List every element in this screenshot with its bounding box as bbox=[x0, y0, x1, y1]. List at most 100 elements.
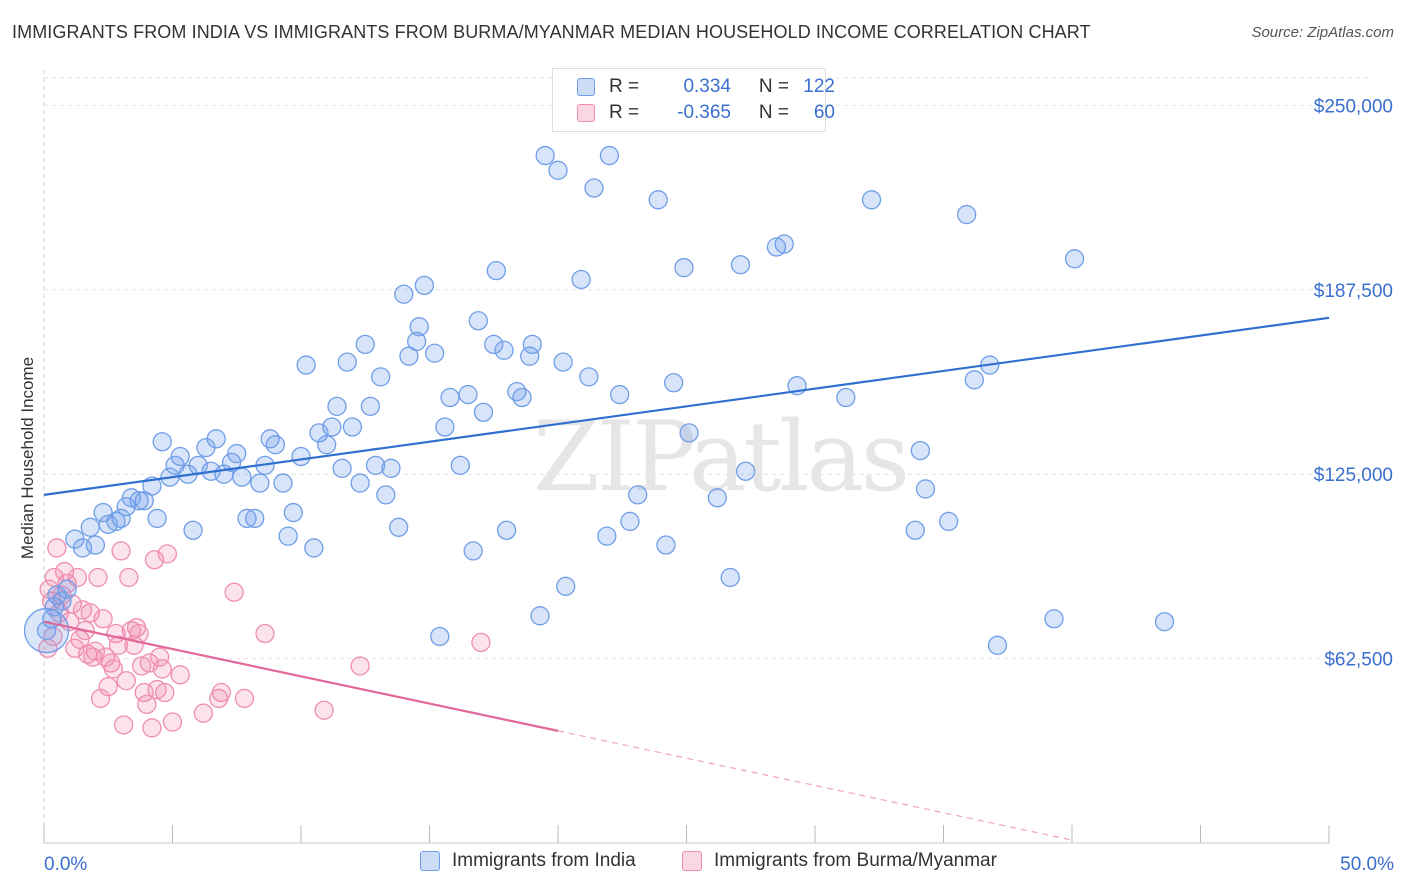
india-point bbox=[317, 435, 337, 455]
burma-point bbox=[116, 671, 136, 691]
india-point bbox=[365, 455, 386, 476]
x-tick-label-max: 50.0% bbox=[1340, 854, 1394, 875]
burma-point bbox=[90, 688, 111, 709]
india-point bbox=[206, 429, 226, 449]
india-point bbox=[458, 384, 478, 405]
burma-point bbox=[88, 567, 108, 588]
burma-trend-line bbox=[43, 620, 559, 732]
burma-point bbox=[147, 679, 167, 700]
burma-point bbox=[47, 538, 67, 558]
india-point bbox=[245, 508, 265, 529]
india-point bbox=[147, 508, 167, 529]
india-point bbox=[584, 178, 604, 198]
india-point bbox=[730, 255, 751, 275]
india-point bbox=[106, 511, 126, 532]
india-point bbox=[720, 567, 740, 588]
burma-point bbox=[103, 659, 124, 679]
india-point bbox=[520, 346, 540, 366]
india-point bbox=[522, 334, 542, 355]
india-point bbox=[237, 508, 257, 529]
india-point bbox=[956, 204, 977, 225]
india-legend-swatch bbox=[420, 851, 440, 871]
india-point bbox=[394, 284, 414, 304]
india-point bbox=[905, 520, 925, 540]
burma-point bbox=[137, 694, 157, 714]
burma-point bbox=[98, 676, 118, 697]
india-point bbox=[579, 367, 599, 387]
burma-point bbox=[114, 715, 134, 735]
india-point bbox=[430, 626, 450, 647]
burma-point bbox=[155, 682, 175, 703]
india-point bbox=[507, 381, 527, 402]
burma-point bbox=[132, 656, 152, 676]
india-point bbox=[1044, 609, 1064, 629]
india-point bbox=[599, 145, 620, 166]
burma-point bbox=[209, 688, 229, 709]
chart-title: IMMIGRANTS FROM INDIA VS IMMIGRANTS FROM… bbox=[12, 22, 1091, 42]
trend-lines bbox=[43, 316, 1330, 841]
burma-point bbox=[234, 688, 255, 709]
stats-legend-row-india: R = 0.334 N = 122 bbox=[577, 75, 835, 99]
india-point bbox=[183, 520, 203, 540]
india-point bbox=[1064, 249, 1085, 269]
n-value: 122 bbox=[803, 76, 835, 97]
india-point bbox=[350, 473, 370, 493]
burma-point bbox=[224, 582, 244, 602]
burma-point bbox=[85, 641, 106, 661]
burma-legend-swatch bbox=[682, 851, 702, 871]
india-point bbox=[322, 417, 342, 437]
india-point bbox=[435, 417, 455, 437]
legend-item-india: Immigrants from India bbox=[420, 850, 636, 872]
india-point bbox=[342, 417, 363, 437]
india-point bbox=[57, 579, 77, 599]
india-point bbox=[486, 260, 506, 281]
india-point bbox=[296, 355, 316, 375]
india-point bbox=[355, 334, 375, 355]
india-point bbox=[774, 234, 794, 254]
series-burma-points bbox=[38, 538, 491, 738]
burma-trend-extension bbox=[557, 730, 1073, 841]
india-point bbox=[227, 443, 247, 464]
india-point bbox=[707, 488, 727, 508]
india-point bbox=[327, 396, 347, 416]
india-point bbox=[861, 190, 882, 210]
india-point bbox=[656, 535, 676, 555]
stats-legend-row-burma: R = -0.365 N = 60 bbox=[577, 101, 835, 125]
india-point bbox=[414, 275, 435, 296]
burma-point bbox=[149, 647, 170, 667]
burma-point bbox=[72, 600, 93, 620]
india-point bbox=[915, 479, 936, 499]
india-point bbox=[440, 387, 460, 408]
india-point bbox=[450, 455, 470, 476]
india-point bbox=[484, 334, 504, 355]
india-point bbox=[221, 452, 242, 473]
india-point bbox=[381, 458, 401, 478]
india-point bbox=[424, 343, 445, 363]
series-legend: Immigrants from India Immigrants from Bu… bbox=[0, 850, 1406, 880]
india-point bbox=[468, 311, 488, 331]
burma-point bbox=[170, 665, 190, 685]
y-tick-label: $62,500 bbox=[1324, 650, 1393, 671]
india-point bbox=[938, 511, 959, 532]
axes bbox=[43, 70, 1330, 844]
india-point bbox=[304, 538, 324, 558]
r-value: 0.334 bbox=[683, 76, 731, 97]
india-point bbox=[910, 440, 931, 461]
india-point bbox=[766, 237, 787, 257]
burma-point bbox=[119, 567, 139, 588]
india-point bbox=[964, 370, 984, 390]
india-point bbox=[664, 373, 684, 393]
burma-point bbox=[255, 623, 275, 644]
y-tick-label: $125,000 bbox=[1314, 465, 1393, 486]
burma-point bbox=[108, 635, 129, 655]
india-point bbox=[376, 485, 396, 505]
stats-legend: R = 0.334 N = 122 R = -0.365 N = 60 bbox=[552, 68, 835, 132]
burma-point bbox=[162, 712, 183, 732]
n-value: 60 bbox=[813, 102, 835, 123]
india-point bbox=[260, 429, 280, 449]
burma-point bbox=[314, 700, 334, 720]
burma-point bbox=[157, 544, 178, 564]
india-point bbox=[278, 526, 298, 546]
india-trend-line bbox=[43, 316, 1330, 496]
